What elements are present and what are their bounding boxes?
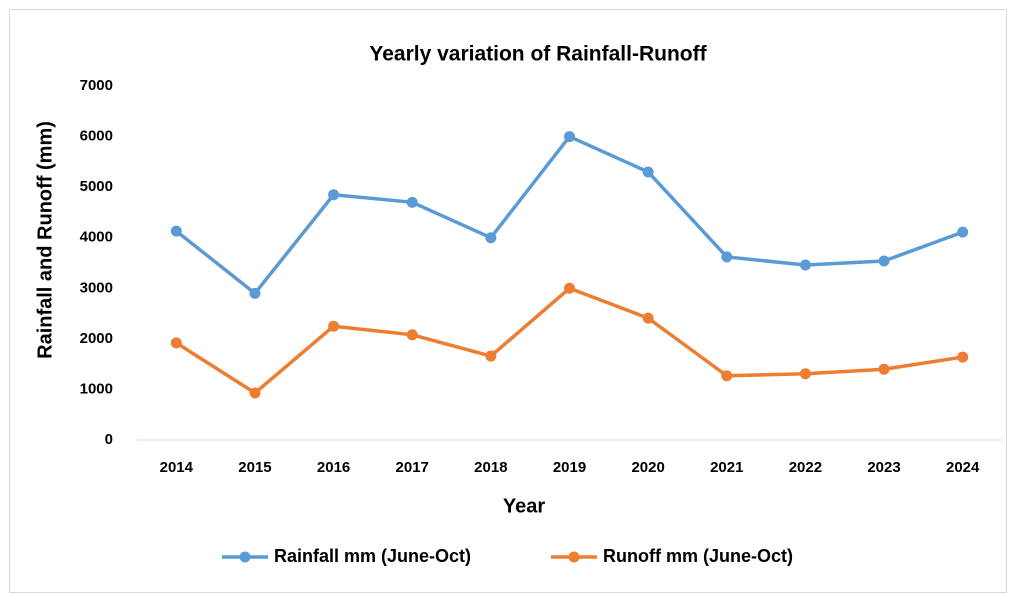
data-point: [328, 189, 340, 201]
data-point: [485, 232, 497, 244]
chart-frame: [9, 9, 1007, 593]
x-tick-label: 2022: [789, 459, 822, 476]
y-tick-label: 3000: [80, 279, 113, 296]
legend-label: Runoff mm (June-Oct): [603, 546, 793, 566]
data-point: [249, 387, 261, 399]
legend-marker: [239, 551, 251, 563]
data-point: [406, 196, 418, 208]
x-tick-label: 2021: [710, 459, 743, 476]
y-tick-label: 0: [105, 431, 113, 448]
y-tick-label: 5000: [80, 178, 113, 195]
data-point: [170, 225, 182, 237]
data-point: [170, 337, 182, 349]
data-point: [878, 255, 890, 267]
x-tick-label: 2024: [946, 459, 980, 476]
x-tick-label: 2016: [317, 459, 350, 476]
x-tick-label: 2020: [631, 459, 664, 476]
x-tick-label: 2015: [238, 459, 271, 476]
data-point: [564, 131, 575, 143]
y-tick-label: 4000: [80, 229, 113, 246]
x-tick-label: 2017: [396, 459, 429, 476]
data-point: [642, 312, 654, 324]
data-point: [957, 226, 969, 238]
y-axis-label: Rainfall and Runoff (mm): [34, 121, 56, 359]
data-point: [957, 351, 969, 363]
data-point: [406, 329, 418, 341]
data-point: [642, 166, 654, 178]
y-tick-label: 1000: [80, 380, 113, 397]
data-point: [564, 282, 575, 294]
y-tick-label: 7000: [80, 77, 113, 94]
data-point: [328, 320, 340, 332]
x-tick-label: 2018: [474, 459, 507, 476]
chart-title: Yearly variation of Rainfall-Runoff: [369, 43, 707, 66]
legend-marker: [568, 551, 580, 563]
x-tick-label: 2019: [553, 459, 586, 476]
data-point: [799, 368, 811, 380]
x-axis-label: Year: [503, 495, 545, 517]
data-point: [721, 370, 733, 382]
y-tick-label: 2000: [80, 330, 113, 347]
data-point: [485, 350, 497, 362]
data-point: [799, 259, 811, 271]
legend-label: Rainfall mm (June-Oct): [274, 546, 471, 566]
data-point: [721, 251, 733, 263]
data-point: [249, 287, 261, 299]
y-tick-label: 6000: [80, 128, 113, 145]
data-point: [878, 363, 890, 375]
x-tick-label: 2014: [160, 459, 194, 476]
x-tick-label: 2023: [867, 459, 900, 476]
